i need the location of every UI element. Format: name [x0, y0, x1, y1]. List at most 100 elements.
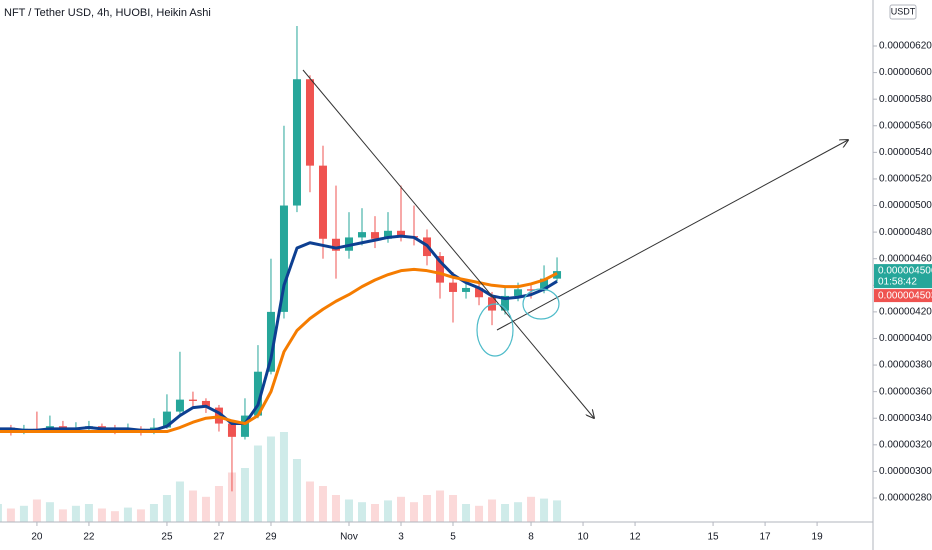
candle-body	[292, 79, 301, 206]
y-tick-label: 0.0000030000	[879, 466, 932, 477]
y-tick-label: 0.0000032000	[879, 439, 932, 450]
x-tick-label: 8	[528, 532, 534, 543]
volume-bar	[110, 511, 119, 522]
candle-body	[501, 295, 510, 311]
volume-bar	[318, 486, 327, 522]
x-tick-label: 12	[629, 532, 641, 543]
last-price-box	[874, 264, 932, 289]
volume-bar	[97, 508, 106, 522]
volume-bar	[240, 468, 249, 522]
volume-bar	[357, 502, 366, 522]
volume-bar	[201, 496, 210, 522]
volume-bar	[410, 502, 419, 522]
volume-bar	[279, 432, 288, 522]
candle-body	[475, 287, 484, 298]
trend-line	[302, 69, 594, 418]
candle-body	[305, 79, 314, 166]
volume-bar	[305, 481, 314, 522]
candle-body	[462, 287, 471, 292]
y-tick-label: 0.0000058000	[879, 94, 932, 105]
candle-body	[188, 399, 197, 401]
volume-bar	[84, 504, 93, 522]
candle-body	[384, 230, 392, 239]
x-tick-label: 25	[161, 532, 173, 543]
volume-bar	[384, 500, 392, 522]
y-tick-label: 0.0000050000	[879, 200, 932, 211]
moving-average-line	[0, 234, 558, 432]
volume-bar	[6, 508, 15, 522]
candle-body	[449, 282, 458, 292]
volume-bar	[397, 496, 406, 522]
candle-body	[253, 371, 262, 416]
y-tick-label: 0.0000038000	[879, 360, 932, 371]
volume-bar	[188, 490, 197, 522]
highlight-ellipse	[476, 303, 514, 357]
candle-body	[527, 289, 536, 291]
y-tick-label: 0.0000048000	[879, 227, 932, 238]
ma-price-box	[874, 289, 932, 303]
y-tick-label: 0.0000056000	[879, 120, 932, 131]
candle-body	[240, 415, 249, 437]
y-tick-label: 0.0000040000	[879, 333, 932, 344]
volume-bar	[149, 504, 158, 522]
last-price-label: 0.0000045068	[878, 266, 932, 277]
volume-bar	[266, 436, 275, 522]
x-tick-label: 22	[83, 532, 95, 543]
x-tick-label: 17	[760, 532, 772, 543]
candle-body	[162, 411, 171, 428]
candle-body	[318, 165, 327, 239]
volume-layer	[0, 432, 562, 522]
x-tick-label: 10	[577, 532, 589, 543]
candle-body	[201, 400, 210, 408]
y-tick-label: 0.0000042000	[879, 307, 932, 318]
y-tick-label: 0.0000036000	[879, 386, 932, 397]
candle-body	[436, 256, 445, 283]
volume-bar	[423, 495, 432, 522]
volume-bar	[253, 445, 262, 522]
x-tick-label: 20	[31, 532, 43, 543]
volume-bar	[45, 502, 54, 522]
candle-body	[357, 232, 366, 238]
plot-layer	[0, 26, 562, 492]
volume-bar	[514, 502, 523, 522]
chart-title: NFT / Tether USD, 4h, HUOBI, Heikin Ashi	[4, 7, 211, 19]
y-tick-label: 0.0000052000	[879, 174, 932, 185]
volume-bar	[553, 500, 562, 522]
y-tick-label: 0.0000046000	[879, 253, 932, 264]
volume-bar	[0, 504, 2, 522]
x-tick-label: Nov	[340, 532, 358, 543]
volume-bar	[292, 459, 301, 522]
volume-bar	[436, 490, 445, 522]
volume-bar	[501, 504, 510, 522]
x-tick-label: 19	[812, 532, 824, 543]
volume-bar	[227, 472, 236, 522]
volume-bar	[19, 505, 28, 522]
countdown-label: 01:58:42	[878, 277, 917, 288]
candle-body	[397, 230, 406, 237]
candle-body	[266, 311, 275, 372]
highlight-ellipse	[522, 288, 560, 320]
x-tick-label: 27	[213, 532, 225, 543]
y-tick-label: 0.0000034000	[879, 413, 932, 424]
candle-body	[175, 399, 184, 412]
volume-bar	[32, 499, 41, 522]
volume-bar	[449, 495, 458, 522]
currency-box	[889, 4, 917, 20]
candle-body	[279, 205, 288, 312]
volume-bar	[175, 481, 184, 522]
volume-bar	[71, 505, 80, 522]
x-tick-label: 5	[450, 532, 456, 543]
ma-price-label: 0.0000045036	[878, 291, 932, 302]
candle-body	[227, 423, 236, 437]
y-tick-label: 0.0000054000	[879, 147, 932, 158]
volume-bar	[58, 509, 67, 522]
volume-bar	[488, 499, 497, 522]
currency-label: USDT	[891, 6, 916, 16]
volume-bar	[214, 486, 223, 522]
candle-body	[514, 289, 523, 296]
volume-bar	[475, 505, 484, 522]
x-tick-label: 29	[265, 532, 277, 543]
trend-line	[496, 140, 848, 331]
